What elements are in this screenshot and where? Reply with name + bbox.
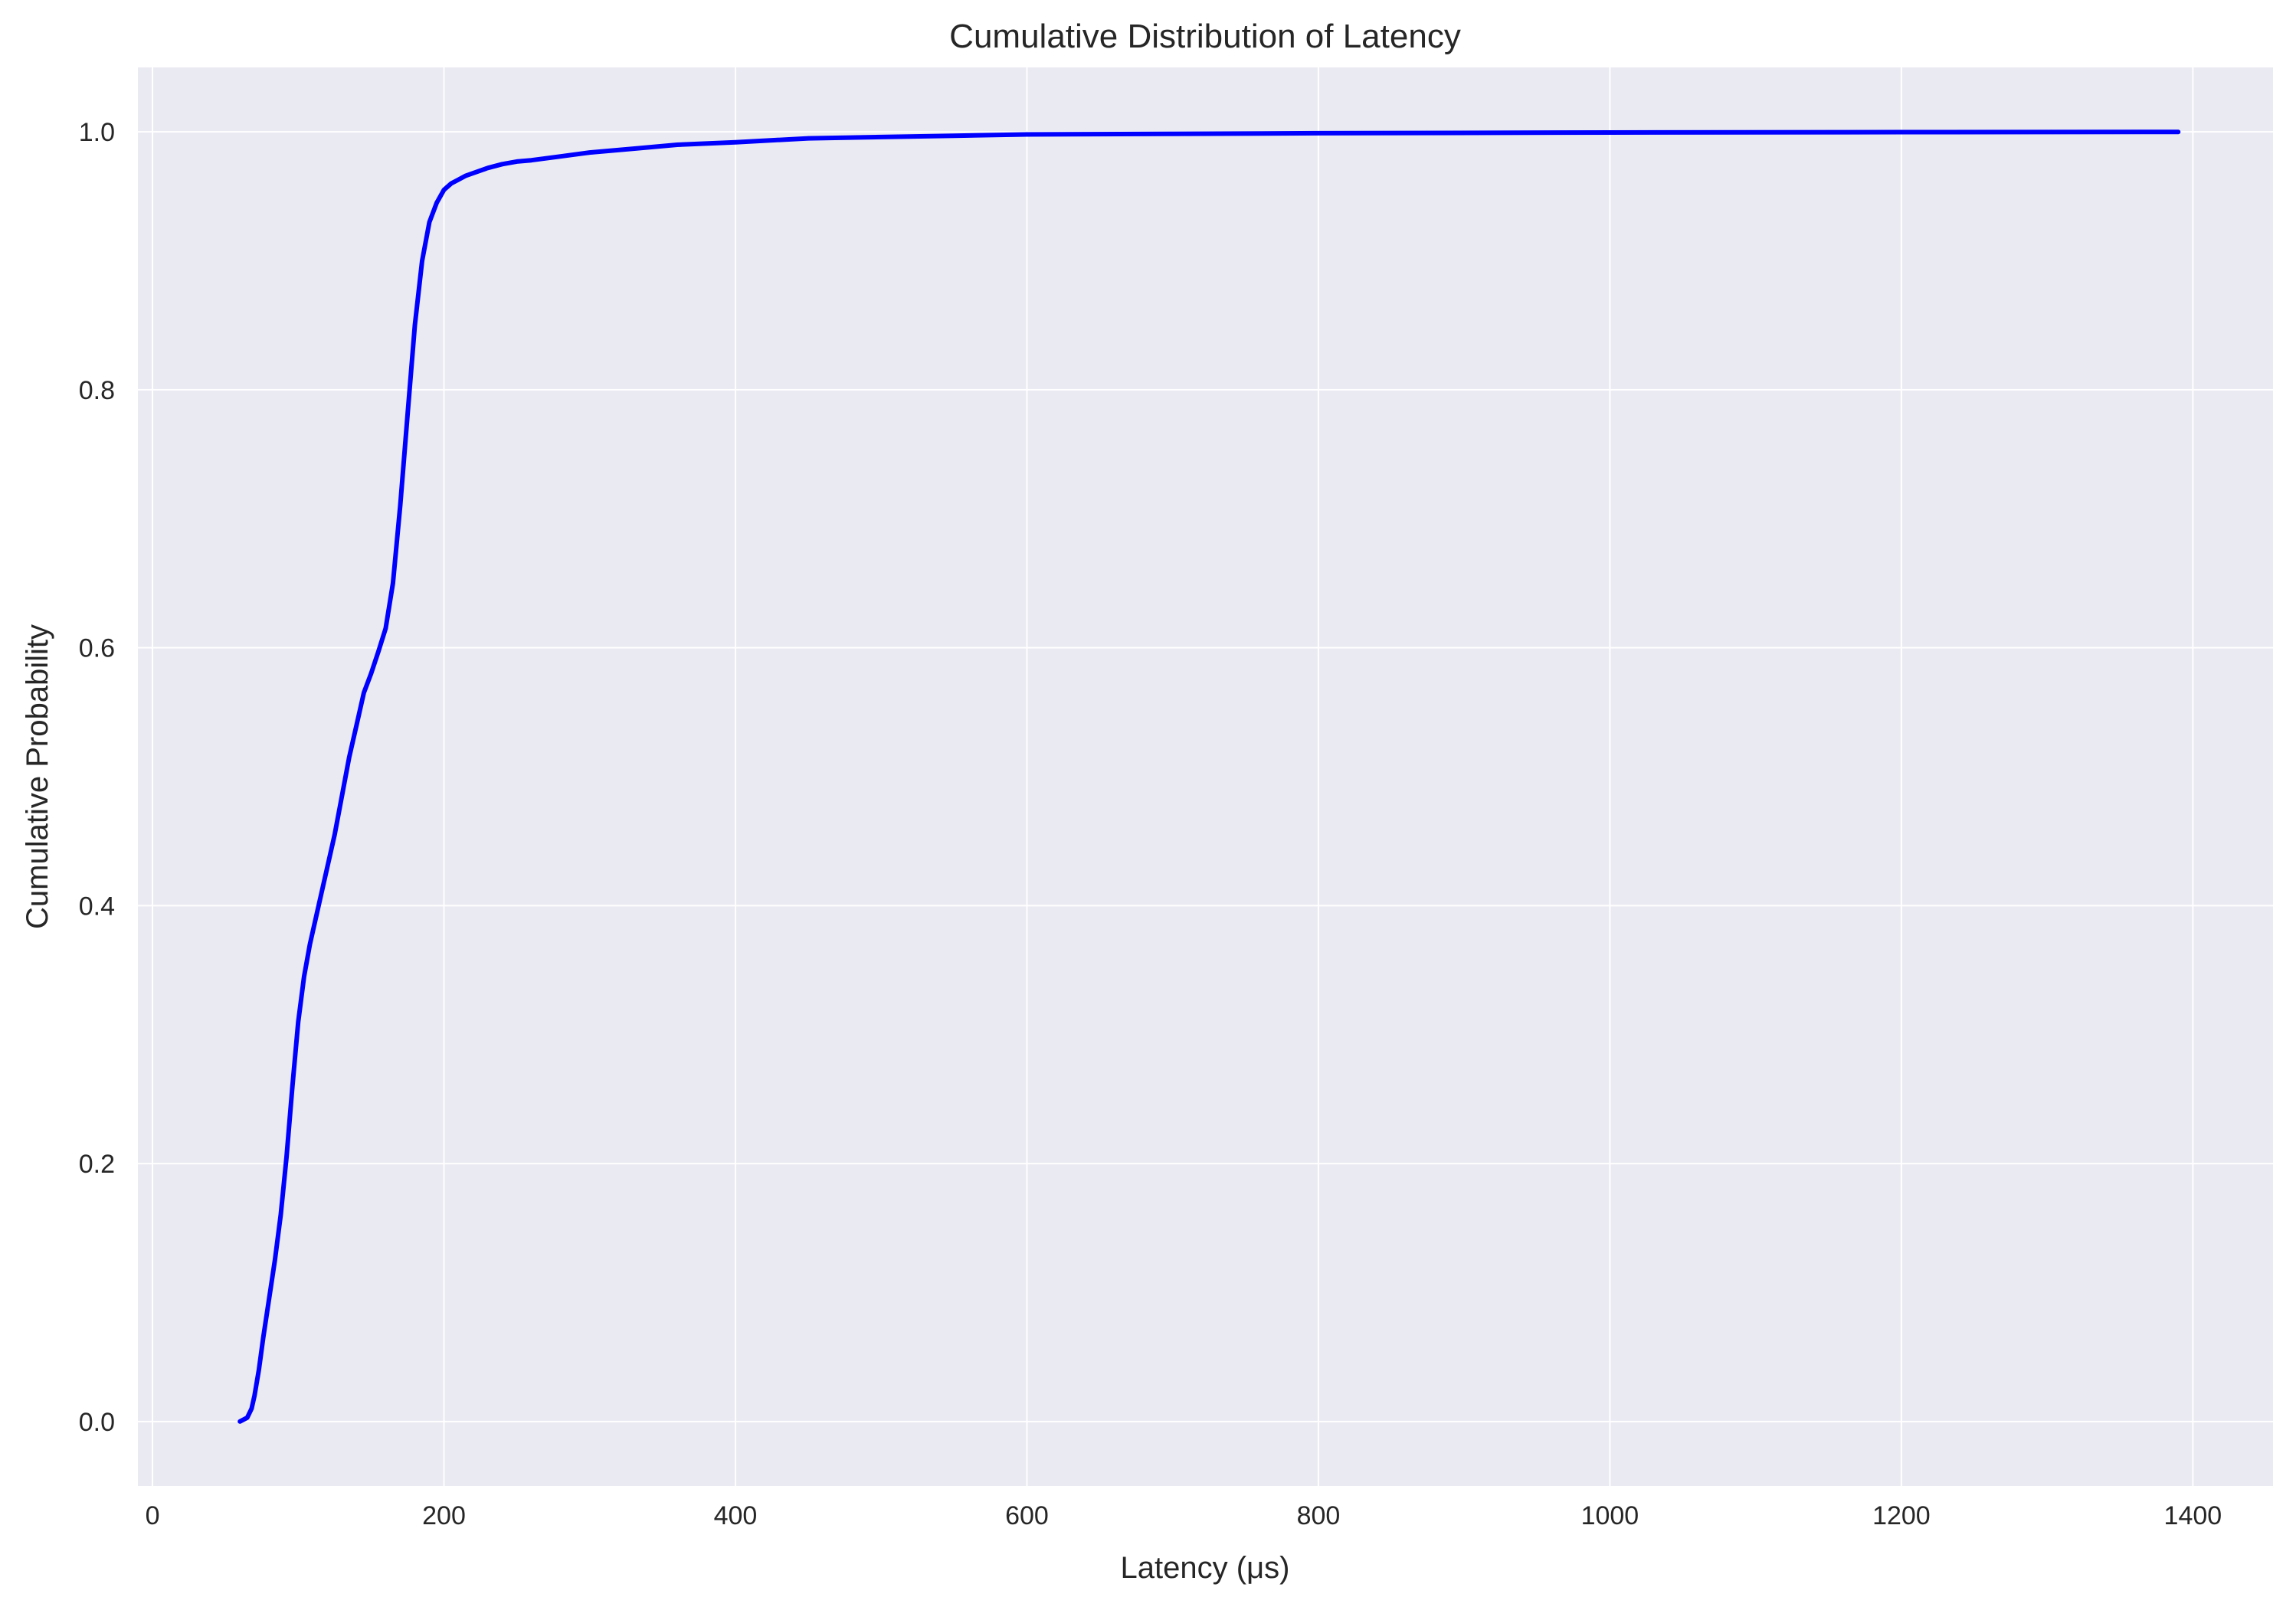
y-tick-label: 0.6 [79, 634, 115, 663]
x-tick-label: 400 [714, 1501, 758, 1530]
y-tick-label: 0.2 [79, 1150, 115, 1179]
x-tick-label: 200 [422, 1501, 466, 1530]
y-tick-label: 1.0 [79, 118, 115, 147]
x-tick-label: 600 [1005, 1501, 1049, 1530]
x-tick-label: 1200 [1872, 1501, 1931, 1530]
x-tick-label: 1000 [1581, 1501, 1639, 1530]
cdf-line [237, 129, 2181, 1424]
x-tick-label: 800 [1297, 1501, 1341, 1530]
chart-title: Cumulative Distribution of Latency [949, 18, 1461, 55]
x-tick-label: 1400 [2164, 1501, 2222, 1530]
x-tick-label: 0 [146, 1501, 160, 1530]
x-axis-label: Latency (μs) [1121, 1551, 1290, 1585]
y-tick-label: 0.0 [79, 1408, 115, 1437]
y-tick-label: 0.8 [79, 376, 115, 405]
tick-labels: 0 200 400 600 800 1000 1200 1400 0.0 0.2 0.4 0.6 0.8… [79, 118, 2222, 1530]
plot-area [138, 67, 2273, 1486]
y-axis-label: Cumulative Probability [21, 624, 54, 929]
y-tick-label: 0.4 [79, 892, 115, 921]
